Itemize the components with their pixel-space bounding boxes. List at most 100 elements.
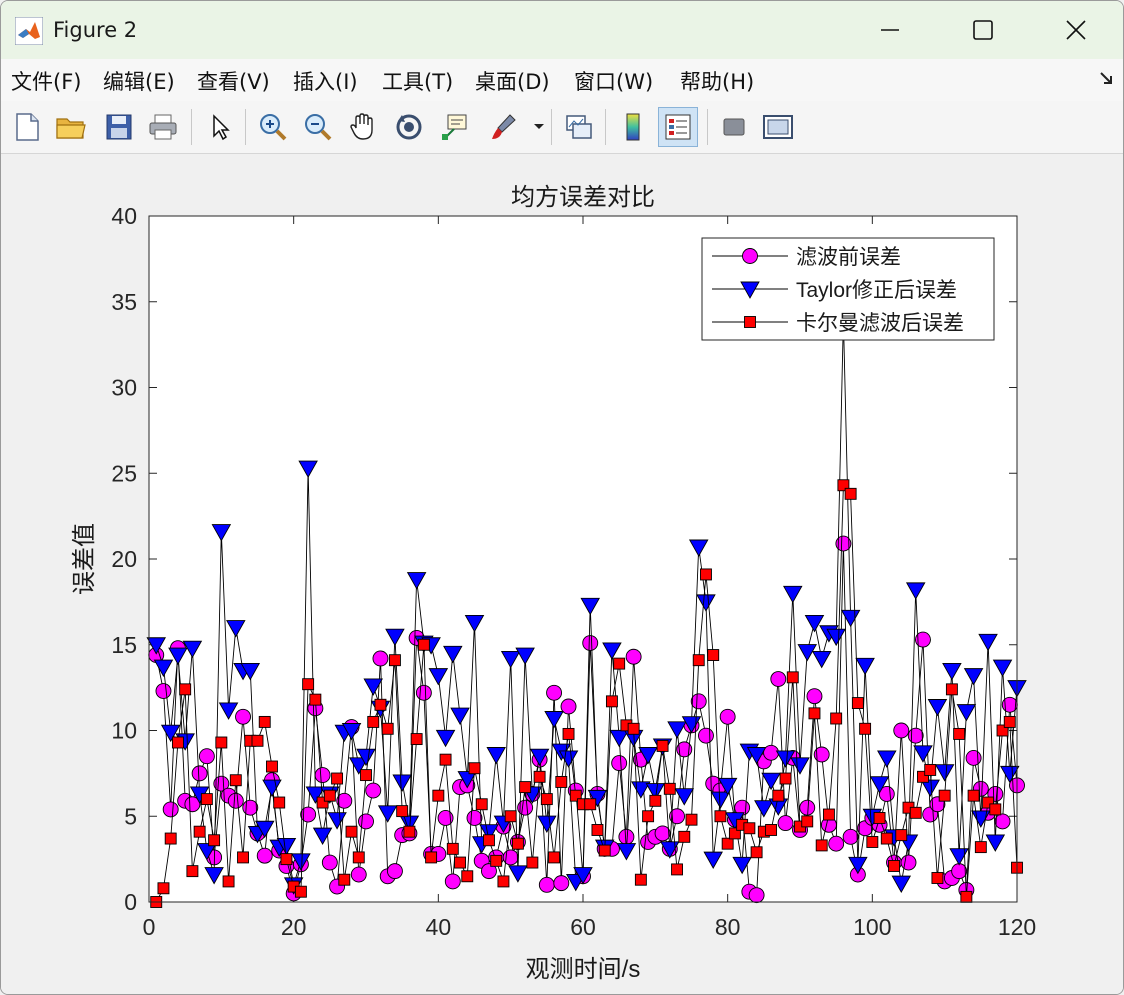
data-point: [457, 771, 478, 789]
open-file-button[interactable]: [51, 107, 91, 147]
data-point: [772, 789, 785, 802]
data-point: [676, 741, 693, 758]
close-button[interactable]: [1030, 1, 1122, 59]
data-point: [367, 715, 380, 728]
data-point: [598, 844, 611, 857]
data-point: [515, 647, 535, 665]
data-point: [450, 707, 470, 725]
print-button[interactable]: [143, 107, 183, 147]
data-point: [743, 822, 756, 835]
x-tick-label: 20: [281, 914, 307, 940]
legend-entry[interactable]: Taylor修正后误差: [712, 279, 957, 302]
chevron-down-icon[interactable]: [533, 123, 545, 131]
menu-view[interactable]: 查看(V): [197, 70, 270, 94]
menu-tools[interactable]: 工具(T): [382, 70, 454, 94]
legend-entry[interactable]: 卡尔曼滤波后误差: [712, 312, 964, 335]
data-point: [305, 786, 326, 804]
maximize-button[interactable]: [937, 1, 1029, 59]
data-point: [323, 789, 336, 802]
data-point: [761, 772, 781, 791]
data-point: [978, 633, 998, 652]
data-point: [618, 828, 635, 845]
new-figure-button[interactable]: [7, 107, 47, 147]
maximize-icon: [973, 20, 993, 40]
menu-desktop[interactable]: 桌面(D): [475, 70, 550, 94]
data-point: [240, 663, 261, 681]
data-point: [822, 808, 835, 821]
title-bar: Figure 2: [1, 1, 1123, 59]
arrow-pointer-icon: [213, 114, 230, 141]
dock-arrow-icon[interactable]: [1099, 71, 1115, 87]
printer-icon: [149, 114, 177, 140]
save-button[interactable]: [99, 107, 139, 147]
data-point: [555, 776, 568, 788]
x-tick-label: 60: [570, 914, 596, 940]
brush-button[interactable]: [483, 107, 523, 147]
data-point: [363, 678, 384, 696]
legend-entry[interactable]: 滤波前误差: [712, 246, 901, 269]
data-point: [602, 642, 622, 660]
hide-plot-tools-button[interactable]: [714, 107, 754, 147]
data-point: [294, 885, 307, 898]
menu-window[interactable]: 窗口(W): [574, 70, 654, 94]
colorbar-button[interactable]: [613, 107, 653, 147]
data-point: [924, 763, 937, 776]
data-point: [974, 841, 987, 854]
y-tick-label: 30: [111, 375, 137, 401]
legend-button[interactable]: [658, 107, 698, 147]
data-point: [611, 755, 628, 772]
edit-plot-button[interactable]: [200, 107, 240, 147]
toolbar-separator: [707, 109, 708, 145]
minimize-button[interactable]: [844, 1, 936, 59]
data-point: [953, 727, 966, 740]
data-point: [298, 460, 318, 479]
menu-help[interactable]: 帮助(H): [680, 70, 755, 94]
hide-plot-tools-icon: [723, 118, 745, 136]
data-cursor-button[interactable]: [435, 107, 475, 147]
data-point: [605, 695, 618, 708]
data-point: [381, 722, 394, 735]
rotate-icon: [396, 114, 422, 140]
data-point: [746, 747, 767, 765]
x-tick-label: 100: [853, 914, 891, 940]
data-point: [200, 793, 213, 806]
data-point: [350, 866, 367, 883]
data-point: [377, 805, 398, 823]
toolbar-separator: [605, 109, 606, 145]
data-point: [331, 772, 344, 785]
menu-edit[interactable]: 编辑(E): [103, 70, 175, 94]
data-point: [613, 657, 626, 670]
data-point: [671, 863, 683, 876]
data-point: [280, 853, 293, 866]
zoom-out-button[interactable]: [298, 107, 338, 147]
data-point: [625, 648, 642, 665]
data-point: [526, 856, 539, 869]
data-point: [316, 796, 329, 809]
data-point: [732, 856, 752, 875]
legend-label: 滤波前误差: [796, 246, 901, 269]
menu-insert[interactable]: 插入(I): [293, 70, 358, 94]
x-tick-label: 120: [998, 914, 1036, 940]
y-tick-label: 40: [111, 203, 137, 229]
data-point: [719, 708, 736, 725]
x-axis-label: 观测时间/s: [526, 956, 641, 983]
data-point: [538, 876, 555, 893]
rotate-3d-button[interactable]: [389, 107, 429, 147]
data-point: [374, 698, 387, 711]
data-point: [859, 722, 872, 735]
menu-file[interactable]: 文件(F): [11, 70, 82, 94]
pan-button[interactable]: [343, 107, 383, 147]
data-point: [386, 863, 403, 880]
show-plot-tools-button[interactable]: [758, 107, 798, 147]
data-point: [396, 805, 409, 818]
data-point: [992, 659, 1013, 677]
legend-label: Taylor修正后误差: [796, 279, 957, 302]
y-tick-label: 15: [111, 632, 137, 658]
link-plot-button[interactable]: [559, 107, 599, 147]
data-point: [790, 757, 810, 775]
data-point: [698, 727, 714, 744]
zoom-in-button[interactable]: [253, 107, 293, 147]
data-point: [815, 839, 828, 852]
data-point: [851, 697, 864, 710]
